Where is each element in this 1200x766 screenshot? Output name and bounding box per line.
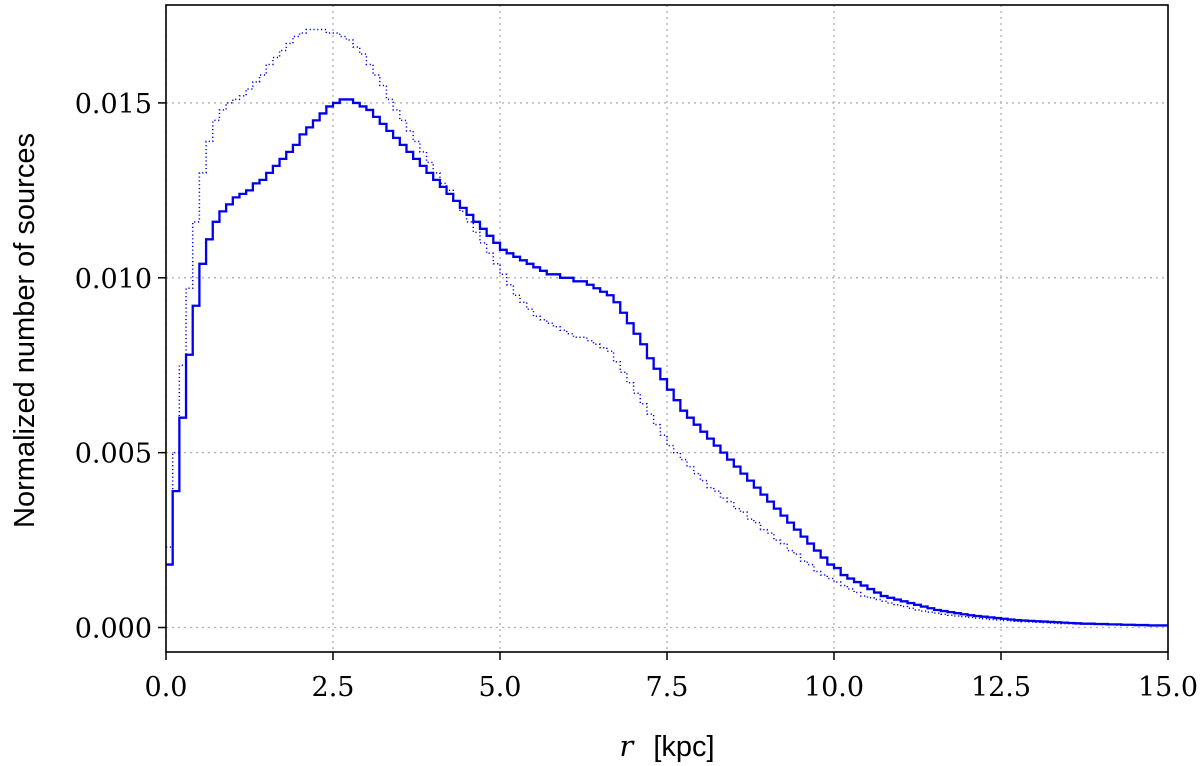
series-dotted-step-line: [166, 28, 1168, 627]
x-tick-label: 10.0: [804, 672, 864, 703]
series-layer: [166, 28, 1168, 627]
x-axis-label: r [kpc]: [619, 729, 714, 763]
x-axis-variable: r: [619, 729, 635, 763]
y-tick-label: 0.005: [75, 439, 152, 470]
x-tick-label: 2.5: [312, 672, 355, 703]
x-tick-label: 0.0: [145, 672, 188, 703]
y-tick-label: 0.000: [75, 614, 152, 645]
x-tick-label: 15.0: [1138, 672, 1198, 703]
x-tick-label: 5.0: [479, 672, 522, 703]
series-solid-step-line: [166, 98, 1168, 627]
ticks: [158, 102, 1169, 660]
x-tick-label: 12.5: [971, 672, 1031, 703]
grid: [165, 5, 1169, 652]
y-tick-label: 0.015: [75, 89, 152, 120]
y-axis-label: Normalized number of sources: [9, 133, 41, 528]
x-axis-unit: [kpc]: [653, 731, 714, 763]
x-tick-label: 7.5: [646, 672, 689, 703]
tick-labels: 0.0 2.5 5.0 7.5 10.0 12.5 15.0 0.000 0.005 0.010 0…: [75, 89, 1198, 703]
y-tick-label: 0.010: [75, 264, 152, 295]
